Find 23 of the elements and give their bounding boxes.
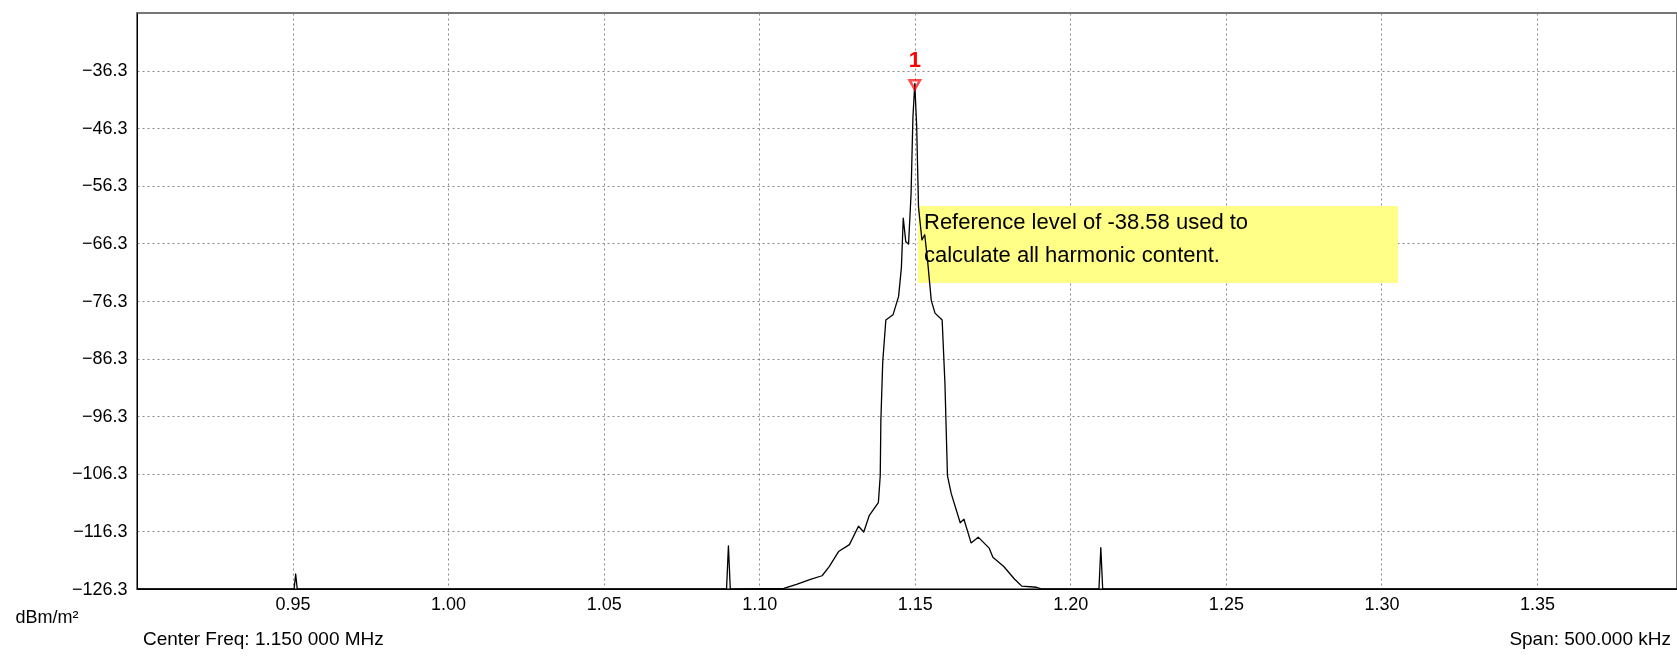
x-tick-label: 1.35 [1519,593,1556,614]
x-tick-label: 1.15 [897,593,933,614]
y-tick-label: −76.3 [81,290,128,311]
y-tick-label: −116.3 [73,520,128,541]
y-tick-label: −56.3 [81,175,128,196]
y-tick-label: −36.3 [81,60,128,81]
x-tick-label: 1.05 [586,593,622,614]
x-tick-label: 1.00 [431,593,467,614]
x-tick-label: 0.95 [275,593,311,614]
y-tick-label: −86.3 [81,348,128,369]
y-tick-label: −126.3 [71,578,128,599]
annotation: 1 [908,46,921,72]
y-tick-label: −106.3 [71,463,128,484]
x-tick-label: 1.30 [1364,593,1400,614]
x-tick-label: 1.10 [742,593,778,614]
y-axis-title: dBm/m² [15,606,79,627]
x-tick-label: 1.20 [1053,593,1089,614]
text: Span: 500.000 kHz [1509,628,1671,649]
text: Center Freq: 1.150 000 MHz [143,628,384,649]
x-tick-label: 1.25 [1208,593,1244,614]
y-tick-label: −96.3 [81,405,128,426]
y-tick-label: −66.3 [81,232,128,253]
y-tick-label: −46.3 [81,117,128,138]
